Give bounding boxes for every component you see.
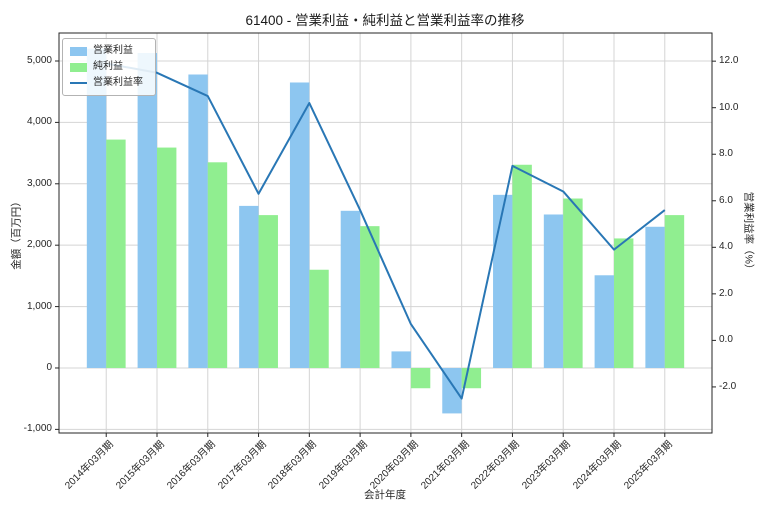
bar-operating-profit xyxy=(188,74,208,368)
plot-area xyxy=(55,32,716,437)
legend-label-net-profit: 純利益 xyxy=(93,61,123,72)
y-left-tick-label: 1,000 xyxy=(26,300,52,312)
bar-operating-profit xyxy=(391,351,411,368)
y-right-tick-label: 2.0 xyxy=(719,287,733,299)
bar-operating-profit xyxy=(543,214,564,368)
legend-swatch-operating-profit xyxy=(70,46,87,56)
bar-operating-profit xyxy=(289,82,310,368)
bar-operating-profit xyxy=(645,226,665,368)
y-right-tick-label: -2.0 xyxy=(719,380,737,392)
bar-net-profit xyxy=(613,238,634,368)
legend-item-net-profit: 純利益 xyxy=(70,61,148,73)
bar-net-profit xyxy=(258,215,278,368)
y-left-tick-label: 2,000 xyxy=(26,239,52,251)
y-axis-label-left: 金額（百万円） xyxy=(10,196,23,270)
bar-operating-profit xyxy=(86,48,107,368)
y-right-tick-label: 0.0 xyxy=(719,334,733,346)
y-right-tick-label: 10.0 xyxy=(719,101,739,113)
bar-net-profit xyxy=(207,162,228,368)
x-axis-label: 会計年度 xyxy=(364,489,406,501)
bar-net-profit xyxy=(157,147,177,368)
legend-swatch-net-profit xyxy=(70,62,87,72)
legend: 営業利益 純利益 営業利益率 xyxy=(62,38,156,96)
bar-net-profit xyxy=(309,269,329,368)
bar-net-profit xyxy=(106,139,126,368)
y-right-tick-label: 8.0 xyxy=(719,148,733,160)
bar-net-profit xyxy=(360,226,380,368)
y-left-tick-label: 4,000 xyxy=(26,116,52,128)
plot-border xyxy=(58,32,713,434)
bar-net-profit xyxy=(410,367,431,389)
bar-operating-profit xyxy=(493,194,513,368)
bar-operating-profit xyxy=(442,367,462,414)
y-right-tick-label: 6.0 xyxy=(719,194,733,206)
bar-operating-profit xyxy=(594,275,614,368)
y-axis-label-right: 営業利益率（%） xyxy=(742,191,755,275)
bar-operating-profit xyxy=(340,210,361,368)
legend-item-operating-profit: 営業利益 xyxy=(70,45,148,57)
bar-operating-profit xyxy=(137,53,158,368)
legend-label-operating-profit: 営業利益 xyxy=(93,45,133,56)
bar-net-profit xyxy=(664,215,685,368)
bar-net-profit xyxy=(563,198,583,368)
y-left-tick-label: 0 xyxy=(46,361,52,373)
y-left-tick-label: -1,000 xyxy=(23,423,52,435)
bar-operating-profit xyxy=(239,205,259,368)
bar-net-profit xyxy=(512,164,532,368)
y-left-tick-label: 5,000 xyxy=(26,54,52,66)
legend-label-operating-margin: 営業利益率 xyxy=(93,77,143,88)
line-operating-margin xyxy=(106,62,666,400)
legend-item-operating-margin: 営業利益率 xyxy=(70,77,148,89)
y-left-tick-label: 3,000 xyxy=(26,177,52,189)
y-right-tick-label: 12.0 xyxy=(719,55,739,67)
chart-title: 61400 - 営業利益・純利益と営業利益率の推移 xyxy=(245,13,525,28)
chart-figure: 61400 - 営業利益・純利益と営業利益率の推移 -1,000 0 1,000 2,… xyxy=(10,13,755,501)
legend-swatch-operating-margin xyxy=(70,82,87,84)
y-right-tick-label: 4.0 xyxy=(719,241,733,253)
